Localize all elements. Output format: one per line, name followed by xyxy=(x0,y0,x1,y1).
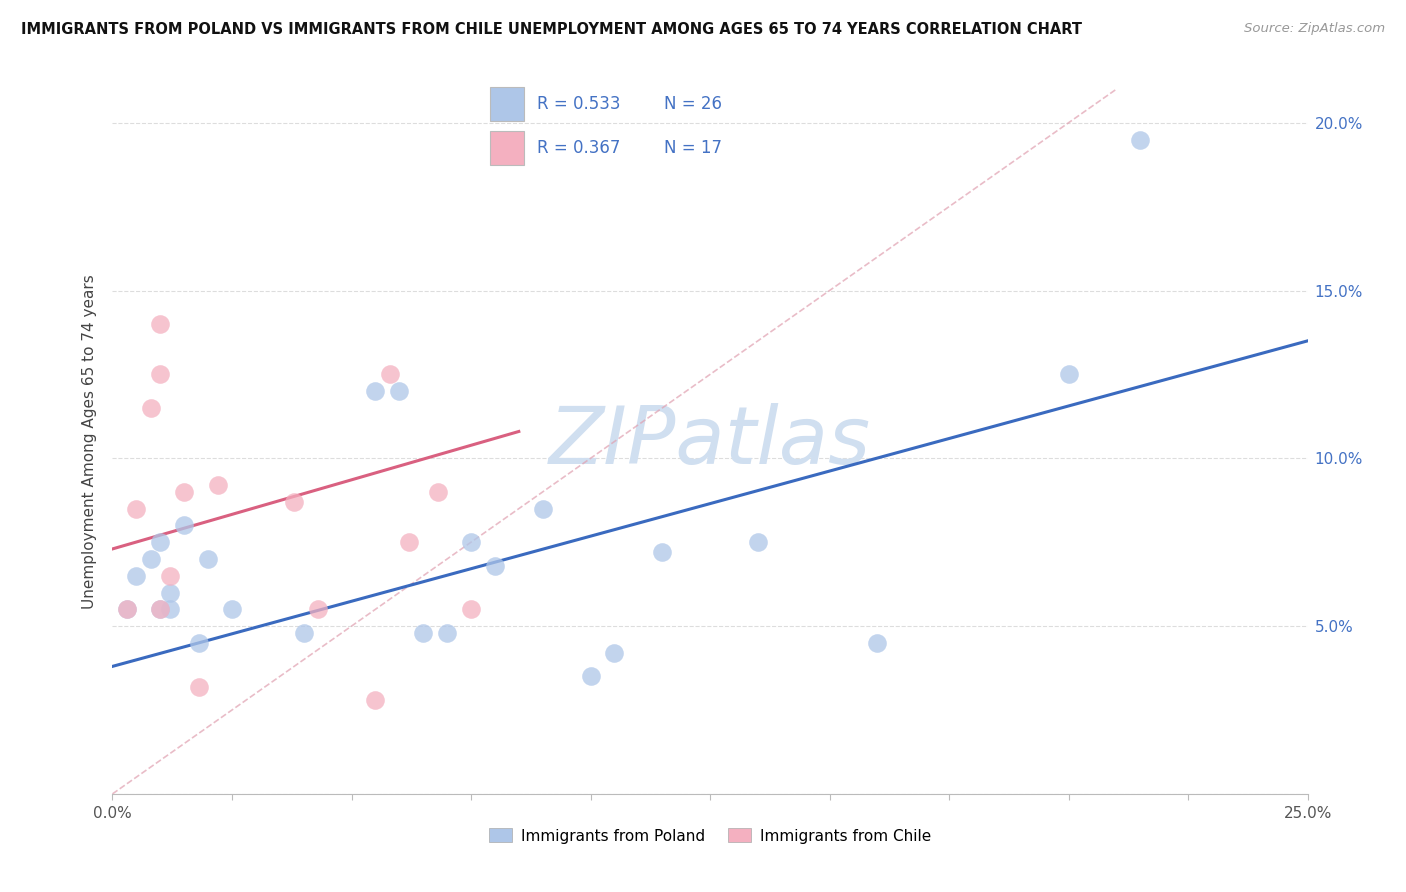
Point xyxy=(307,602,329,616)
Point xyxy=(149,368,172,382)
Text: N = 26: N = 26 xyxy=(664,95,721,113)
Point xyxy=(412,625,434,640)
Point xyxy=(173,518,195,533)
Point xyxy=(159,602,181,616)
Point xyxy=(460,602,482,616)
Y-axis label: Unemployment Among Ages 65 to 74 years: Unemployment Among Ages 65 to 74 years xyxy=(82,274,97,609)
Point xyxy=(603,646,626,660)
Point xyxy=(149,317,172,331)
Point xyxy=(283,495,305,509)
Legend: Immigrants from Poland, Immigrants from Chile: Immigrants from Poland, Immigrants from … xyxy=(482,822,938,850)
Point xyxy=(378,368,401,382)
Point xyxy=(364,693,387,707)
Point xyxy=(187,636,209,650)
Point xyxy=(436,625,458,640)
Point xyxy=(187,680,209,694)
Point xyxy=(398,535,420,549)
Point xyxy=(149,535,172,549)
Point xyxy=(115,602,138,616)
Point xyxy=(159,568,181,582)
Point xyxy=(292,625,315,640)
Point xyxy=(747,535,769,549)
Point xyxy=(115,602,138,616)
Point xyxy=(460,535,482,549)
Point xyxy=(579,669,602,683)
Point xyxy=(125,568,148,582)
Point xyxy=(149,602,172,616)
Text: IMMIGRANTS FROM POLAND VS IMMIGRANTS FROM CHILE UNEMPLOYMENT AMONG AGES 65 TO 74: IMMIGRANTS FROM POLAND VS IMMIGRANTS FRO… xyxy=(21,22,1083,37)
Point xyxy=(221,602,243,616)
Point xyxy=(139,552,162,566)
Point xyxy=(159,585,181,599)
Point xyxy=(364,384,387,399)
Point xyxy=(484,558,506,573)
Text: N = 17: N = 17 xyxy=(664,139,721,157)
Text: R = 0.367: R = 0.367 xyxy=(537,139,620,157)
Point xyxy=(426,484,449,499)
FancyBboxPatch shape xyxy=(491,131,524,165)
Point xyxy=(173,484,195,499)
Point xyxy=(866,636,889,650)
Point xyxy=(207,478,229,492)
Point xyxy=(651,545,673,559)
FancyBboxPatch shape xyxy=(491,87,524,121)
Text: ZIPatlas: ZIPatlas xyxy=(548,402,872,481)
Point xyxy=(125,501,148,516)
Text: Source: ZipAtlas.com: Source: ZipAtlas.com xyxy=(1244,22,1385,36)
Point xyxy=(197,552,219,566)
Point xyxy=(531,501,554,516)
Point xyxy=(139,401,162,415)
Point xyxy=(1057,368,1080,382)
Point xyxy=(149,602,172,616)
Point xyxy=(1129,132,1152,146)
Point xyxy=(388,384,411,399)
Text: R = 0.533: R = 0.533 xyxy=(537,95,620,113)
